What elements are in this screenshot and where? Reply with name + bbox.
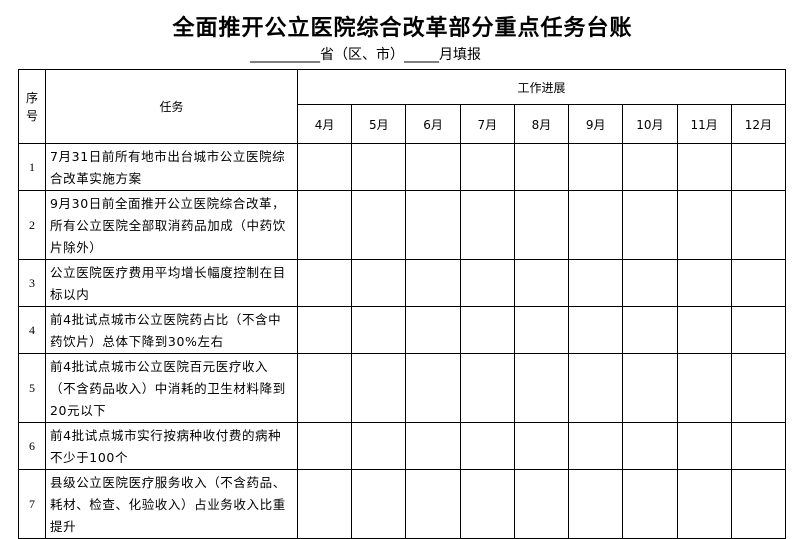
row-seq: 7	[18, 469, 46, 539]
progress-cell[interactable]	[676, 259, 732, 307]
progress-cell[interactable]	[622, 469, 678, 539]
progress-cell[interactable]	[351, 306, 407, 354]
progress-cell[interactable]	[459, 469, 515, 539]
progress-cell[interactable]	[351, 469, 407, 539]
progress-cell[interactable]	[730, 353, 787, 423]
progress-cell[interactable]	[676, 190, 732, 260]
header-month: 9月	[568, 104, 624, 144]
row-seq: 5	[18, 353, 46, 423]
row-task: 前4批试点城市公立医院药占比（不含中药饮片）总体下降到30%左右	[45, 306, 298, 354]
progress-cell[interactable]	[513, 422, 570, 470]
progress-cell[interactable]	[622, 422, 678, 470]
progress-cell[interactable]	[730, 143, 787, 191]
progress-cell[interactable]	[459, 190, 515, 260]
progress-cell[interactable]	[459, 306, 515, 354]
progress-cell[interactable]	[730, 422, 787, 470]
row-task: 9月30日前全面推开公立医院综合改革，所有公立医院全部取消药品加成（中药饮片除外…	[45, 190, 298, 260]
progress-cell[interactable]	[405, 259, 461, 307]
progress-cell[interactable]	[730, 306, 787, 354]
progress-cell[interactable]	[730, 259, 787, 307]
progress-cell[interactable]	[622, 190, 678, 260]
progress-cell[interactable]	[568, 190, 624, 260]
row-task: 前4批试点城市公立医院百元医疗收入（不含药品收入）中消耗的卫生材料降到20元以下	[45, 353, 298, 423]
progress-cell[interactable]	[676, 353, 732, 423]
progress-cell[interactable]	[351, 353, 407, 423]
progress-cell[interactable]	[513, 190, 570, 260]
progress-cell[interactable]	[351, 422, 407, 470]
progress-cell[interactable]	[513, 143, 570, 191]
progress-cell[interactable]	[459, 259, 515, 307]
header-seq: 序号	[18, 69, 46, 144]
progress-cell[interactable]	[296, 259, 353, 307]
progress-cell[interactable]	[622, 306, 678, 354]
row-task: 县级公立医院医疗服务收入（不含药品、耗材、检查、化验收入）占业务收入比重提升	[45, 469, 298, 539]
progress-cell[interactable]	[513, 353, 570, 423]
progress-cell[interactable]	[405, 353, 461, 423]
progress-cell[interactable]	[296, 469, 353, 539]
header-month: 4月	[296, 104, 353, 144]
table-row: 7 县级公立医院医疗服务收入（不含药品、耗材、检查、化验收入）占业务收入比重提升	[18, 469, 787, 539]
table-row: 2 9月30日前全面推开公立医院综合改革，所有公立医院全部取消药品加成（中药饮片除…	[18, 190, 787, 260]
header-month: 11月	[676, 104, 732, 144]
progress-cell[interactable]	[676, 469, 732, 539]
header-month: 8月	[513, 104, 570, 144]
progress-cell[interactable]	[513, 259, 570, 307]
table-row: 5 前4批试点城市公立医院百元医疗收入（不含药品收入）中消耗的卫生材料降到20元以…	[18, 353, 787, 423]
progress-cell[interactable]	[513, 306, 570, 354]
table-row: 4 前4批试点城市公立医院药占比（不含中药饮片）总体下降到30%左右	[18, 306, 787, 354]
row-seq: 6	[18, 422, 46, 470]
row-task: 前4批试点城市实行按病种收付费的病种不少于100个	[45, 422, 298, 470]
header-progress: 工作进展	[297, 69, 786, 105]
row-task: 公立医院医疗费用平均增长幅度控制在目标以内	[45, 259, 298, 307]
progress-cell[interactable]	[568, 259, 624, 307]
progress-cell[interactable]	[459, 353, 515, 423]
progress-cell[interactable]	[459, 143, 515, 191]
progress-cell[interactable]	[351, 190, 407, 260]
progress-cell[interactable]	[676, 422, 732, 470]
progress-cell[interactable]	[568, 353, 624, 423]
progress-cell[interactable]	[405, 469, 461, 539]
header-month: 7月	[459, 104, 515, 144]
progress-cell[interactable]	[405, 306, 461, 354]
progress-cell[interactable]	[405, 422, 461, 470]
row-task: 7月31日前所有地市出台城市公立医院综合改革实施方案	[45, 143, 298, 191]
row-seq: 3	[18, 259, 46, 307]
progress-cell[interactable]	[405, 190, 461, 260]
progress-cell[interactable]	[296, 306, 353, 354]
header-month: 10月	[622, 104, 678, 144]
progress-cell[interactable]	[622, 259, 678, 307]
progress-cell[interactable]	[730, 190, 787, 260]
progress-cell[interactable]	[296, 353, 353, 423]
table-row: 3 公立医院医疗费用平均增长幅度控制在目标以内	[18, 259, 787, 307]
table-row: 6 前4批试点城市实行按病种收付费的病种不少于100个	[18, 422, 787, 470]
progress-cell[interactable]	[568, 143, 624, 191]
table-row: 1 7月31日前所有地市出台城市公立医院综合改革实施方案	[18, 143, 787, 191]
progress-cell[interactable]	[296, 422, 353, 470]
row-seq: 2	[18, 190, 46, 260]
header-month: 5月	[351, 104, 407, 144]
progress-cell[interactable]	[568, 422, 624, 470]
progress-cell[interactable]	[459, 422, 515, 470]
row-seq: 1	[18, 143, 46, 191]
progress-cell[interactable]	[351, 259, 407, 307]
progress-cell[interactable]	[513, 469, 570, 539]
progress-cell[interactable]	[622, 353, 678, 423]
document-title: 全面推开公立医院综合改革部分重点任务台账	[172, 16, 633, 41]
progress-cell[interactable]	[568, 306, 624, 354]
progress-cell[interactable]	[676, 306, 732, 354]
progress-cell[interactable]	[405, 143, 461, 191]
progress-cell[interactable]	[568, 469, 624, 539]
document-subtitle: __________省（区、市）_____月填报	[250, 47, 481, 63]
header-month: 6月	[405, 104, 461, 144]
progress-cell[interactable]	[296, 190, 353, 260]
progress-cell[interactable]	[351, 143, 407, 191]
header-month: 12月	[730, 104, 787, 144]
progress-cell[interactable]	[730, 469, 787, 539]
progress-cell[interactable]	[676, 143, 732, 191]
progress-cell[interactable]	[296, 143, 353, 191]
header-task: 任务	[45, 69, 298, 144]
row-seq: 4	[18, 306, 46, 354]
progress-cell[interactable]	[622, 143, 678, 191]
task-ledger-table: 序号 任务 工作进展 4月 5月 6月 7月 8月 9月 10月 11月 12月 1 7月31日前…	[18, 69, 787, 539]
